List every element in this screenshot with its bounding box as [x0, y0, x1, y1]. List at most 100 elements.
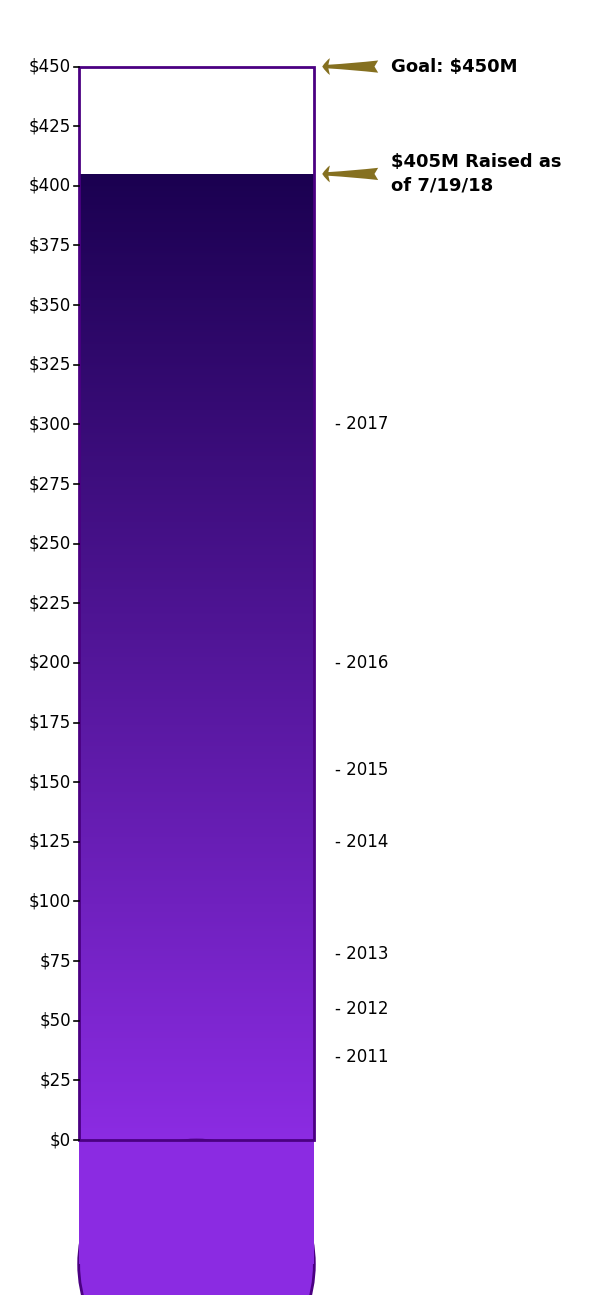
Text: $450: $450: [29, 57, 71, 76]
Bar: [79, 378, 314, 380]
Bar: [79, 980, 314, 983]
Bar: [79, 296, 314, 298]
Bar: [79, 370, 314, 372]
Bar: [79, 665, 314, 668]
Bar: [79, 262, 314, 264]
Bar: [79, 740, 314, 742]
Bar: [79, 242, 314, 245]
Bar: [79, 616, 314, 618]
Bar: [79, 444, 314, 447]
Bar: [79, 656, 314, 659]
Bar: [79, 988, 314, 991]
Bar: [79, 548, 314, 551]
Bar: [79, 285, 314, 288]
Bar: [79, 699, 314, 702]
Bar: [79, 497, 314, 500]
Bar: [79, 1052, 314, 1055]
Bar: [79, 863, 314, 866]
Bar: [79, 745, 314, 747]
Bar: [79, 388, 314, 391]
Bar: [79, 428, 314, 431]
Bar: [79, 979, 314, 982]
Bar: [79, 775, 314, 777]
Bar: [79, 496, 314, 499]
Bar: [79, 508, 314, 510]
Text: $350: $350: [29, 296, 71, 314]
Text: $400: $400: [29, 177, 71, 195]
Bar: [79, 544, 314, 547]
Bar: [79, 525, 314, 527]
Bar: [79, 581, 314, 583]
Bar: [79, 747, 314, 750]
Bar: [79, 366, 314, 368]
Bar: [79, 479, 314, 482]
Bar: [79, 457, 314, 460]
Bar: [79, 540, 314, 543]
Text: $425: $425: [29, 117, 71, 135]
Bar: [79, 917, 314, 919]
Bar: [79, 707, 314, 710]
Bar: [79, 639, 314, 642]
Bar: [79, 763, 314, 766]
Bar: [79, 365, 314, 367]
Bar: [79, 760, 314, 763]
Bar: [79, 417, 314, 419]
Bar: [79, 725, 314, 728]
Bar: [79, 628, 314, 630]
Bar: [79, 892, 314, 894]
Bar: [79, 484, 314, 487]
Bar: [79, 401, 314, 404]
Bar: [79, 529, 314, 531]
Bar: [79, 1134, 314, 1137]
Bar: [79, 409, 314, 411]
Bar: [79, 482, 314, 486]
Bar: [79, 432, 314, 435]
Text: $375: $375: [29, 237, 71, 254]
Bar: [79, 542, 314, 546]
Bar: [79, 246, 314, 249]
Bar: [79, 676, 314, 678]
Bar: [79, 635, 314, 638]
Bar: [79, 876, 314, 879]
Bar: [79, 326, 314, 328]
Bar: [79, 1112, 314, 1115]
Bar: [79, 971, 314, 974]
Bar: [79, 967, 314, 970]
Bar: [79, 1075, 314, 1078]
Bar: [79, 329, 314, 332]
Bar: [79, 779, 314, 781]
Bar: [79, 803, 314, 806]
Bar: [79, 780, 314, 783]
Bar: [79, 284, 314, 286]
Bar: [79, 268, 314, 271]
Bar: [79, 453, 314, 456]
Bar: [79, 505, 314, 508]
Bar: [79, 568, 314, 570]
Bar: [79, 784, 314, 786]
Bar: [79, 1040, 314, 1043]
Text: - 2012: - 2012: [335, 1000, 388, 1018]
Bar: [79, 341, 314, 344]
Bar: [79, 385, 314, 388]
Bar: [79, 749, 314, 751]
Text: - 2014: - 2014: [335, 833, 388, 850]
Bar: [79, 612, 314, 615]
Bar: [79, 867, 314, 870]
Bar: [79, 182, 314, 185]
Bar: [79, 288, 314, 290]
Text: $200: $200: [29, 654, 71, 672]
Bar: [79, 194, 314, 197]
Bar: [79, 819, 314, 822]
Bar: [79, 490, 314, 492]
Bar: [79, 845, 314, 848]
Bar: [79, 250, 314, 253]
Bar: [79, 609, 314, 612]
Bar: [79, 655, 314, 658]
Bar: [79, 633, 314, 635]
Bar: [79, 954, 314, 957]
Text: $250: $250: [29, 535, 71, 552]
Bar: [79, 1039, 314, 1042]
Bar: [79, 736, 314, 738]
Bar: [79, 820, 314, 823]
Bar: [79, 176, 314, 178]
